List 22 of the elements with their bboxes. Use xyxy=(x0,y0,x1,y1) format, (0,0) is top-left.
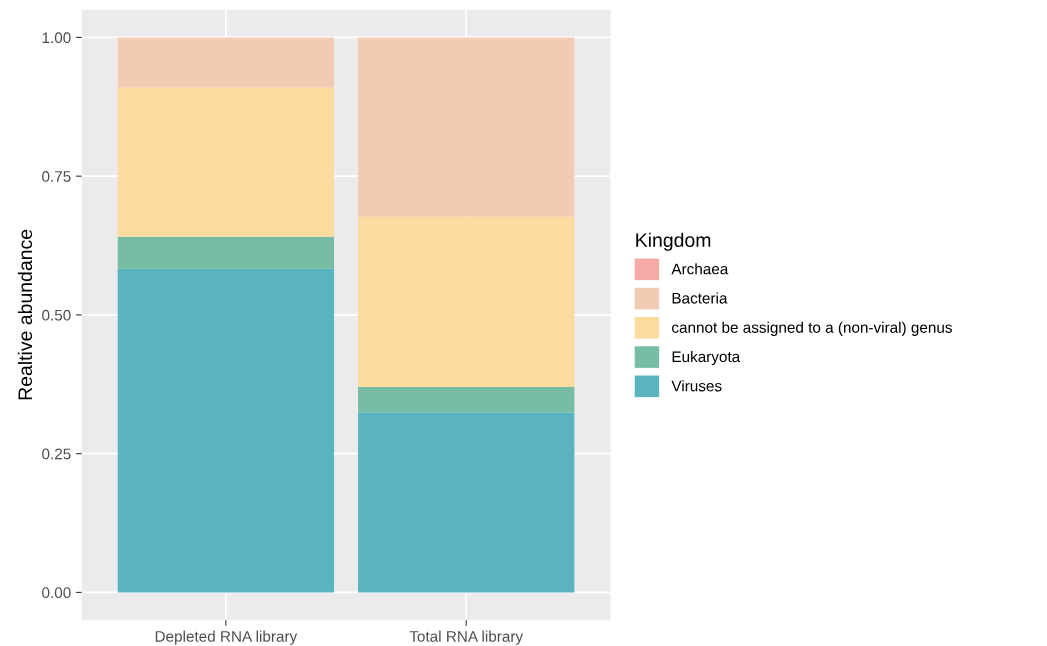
legend-label: Viruses xyxy=(671,380,722,392)
legend-label: Eukaryota xyxy=(672,350,741,366)
bar xyxy=(358,37,575,217)
legend-label: Archaea xyxy=(671,263,729,275)
y-tick-label: 0.00 xyxy=(42,587,71,599)
bar xyxy=(117,268,335,593)
bar xyxy=(117,87,335,237)
y-axis-title: Realtive abundance xyxy=(17,229,33,400)
legend-label: Bacteria xyxy=(672,292,728,304)
legend-title: Kingdom xyxy=(636,232,711,251)
bar xyxy=(358,216,575,388)
bar xyxy=(358,412,575,593)
x-tick-label: Total RNA library xyxy=(409,630,524,645)
legend-label: cannot be assigned to a (non-viral) genus xyxy=(672,321,952,336)
bar xyxy=(117,37,335,88)
y-tick-label: 1.00 xyxy=(42,32,71,44)
bar xyxy=(117,236,335,269)
bar xyxy=(358,387,575,413)
y-tick-label: 0.50 xyxy=(42,309,71,321)
y-tick-label: 0.25 xyxy=(42,448,71,460)
x-tick-label: Depleted RNA library xyxy=(155,630,298,645)
y-tick-label: 0.75 xyxy=(42,171,71,182)
